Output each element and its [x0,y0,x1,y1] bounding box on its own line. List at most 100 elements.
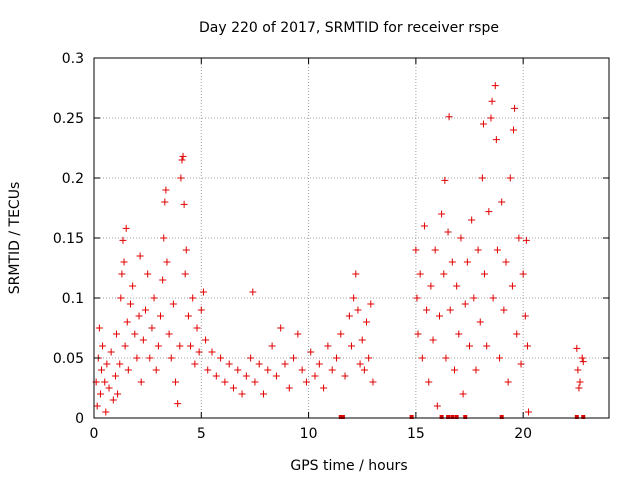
data-point [135,312,143,320]
data-point [466,342,474,350]
data-point [504,378,512,386]
data-point [341,372,349,380]
data-point [479,120,487,128]
y-tick-labels: 0 0.05 0.1 0.15 0.2 0.25 0.3 [53,51,84,427]
data-point [251,378,259,386]
data-point [369,378,377,386]
data-point [129,282,137,290]
data-point [174,400,182,408]
data-point [142,306,149,314]
data-point [119,236,127,244]
data-point [202,336,210,344]
data-point [412,246,420,254]
data-point [431,246,439,254]
data-point [99,342,107,350]
data-point [453,282,461,290]
data-point [124,366,132,374]
data-points [92,82,587,419]
data-point [184,312,192,320]
data-point [492,136,500,144]
data-point [116,360,124,368]
data-point [440,270,448,278]
data-point [268,342,276,350]
data-point [178,156,186,164]
data-point [328,366,336,374]
data-point [187,342,195,350]
data-point [290,354,298,362]
x-tick-labels: 0 5 10 15 20 [90,426,533,442]
data-point [478,174,486,182]
data-point [425,378,433,386]
data-point [444,228,452,236]
y-axis-label: SRMTID / TECUs [7,182,23,295]
data-point [441,176,449,184]
data-point [123,318,131,326]
x-axis-label: GPS time / hours [290,458,407,474]
data-point [496,354,504,362]
data-point [152,366,160,374]
data-point [294,330,302,338]
data-point [177,174,185,182]
data-point [332,354,340,362]
data-point [121,342,129,350]
data-point [221,378,229,386]
data-point [117,294,125,302]
data-point [234,366,242,374]
data-point [442,354,450,362]
plot-frame [93,57,610,419]
data-point [191,360,199,368]
data-point [249,288,257,296]
data-point [506,174,514,182]
data-point [133,354,141,362]
data-point [315,360,323,368]
data-point [212,372,220,380]
y-tick-label: 0.05 [53,351,84,367]
data-point [102,408,110,416]
data-point [193,324,201,332]
data-point [255,360,263,368]
data-point [459,390,467,398]
data-point [474,246,482,254]
data-point [160,234,168,242]
data-point [122,224,130,232]
data-point [176,342,184,350]
data-point [208,348,216,356]
gridlines [94,58,609,418]
data-point [513,330,521,338]
data-point [247,354,255,362]
data-point [365,354,373,362]
data-point [493,246,501,254]
data-point [182,246,190,254]
data-point [423,306,431,314]
data-point [120,258,128,266]
data-point [111,372,119,380]
data-point [574,366,582,374]
data-point [457,234,465,242]
data-point [510,126,518,134]
data-point [350,294,358,302]
data-point [345,312,353,320]
data-point [137,378,145,386]
data-point [416,270,424,278]
data-point [429,336,437,344]
data-point [163,258,171,266]
data-point [298,366,306,374]
data-point [93,402,101,410]
data-point [162,186,170,194]
data-point [159,276,167,284]
data-point [277,324,285,332]
data-point [500,306,508,314]
data-point [105,384,113,392]
x-tick-label: 10 [300,426,318,442]
data-point [438,210,446,218]
data-point [463,258,471,266]
data-point [476,318,484,326]
data-point [487,114,495,122]
data-point [515,234,523,242]
data-point [167,354,175,362]
data-point [229,384,237,392]
data-point [525,408,533,416]
data-point [356,360,364,368]
data-point [517,360,525,368]
